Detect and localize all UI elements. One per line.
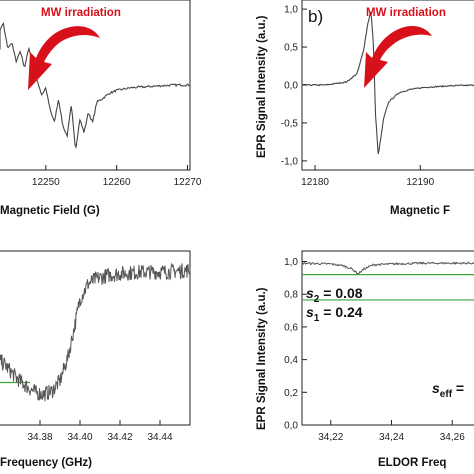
panel-c-x-tick-label: 34.42 <box>107 432 132 443</box>
panel-b-mw-label: MW irradiation <box>366 7 446 19</box>
panel-a-x-axis-label: Magnetic Field (G) <box>0 205 100 217</box>
panel-b: 12180 12190 1,0 0,5 0,0 -0,5 -1,0 b) MW irradi… <box>256 0 474 217</box>
panel-d-x-tick-label: 34,24 <box>379 432 404 443</box>
panel-c-x-axis-label: Frequency (GHz) <box>0 457 92 469</box>
panel-d-seff-subscript: eff <box>440 389 453 400</box>
panel-a-mw-label: MW irradiation <box>41 7 121 19</box>
panel-c-x-tick-label: 34.40 <box>67 432 92 443</box>
panel-b-mw-arrow-icon <box>364 25 432 88</box>
panel-b-y-tick-label: -0,5 <box>281 118 299 129</box>
panel-d-s1-value: = 0.24 <box>319 304 362 320</box>
panel-a-x-ticks: 12250 12260 12270 <box>32 165 202 188</box>
panel-a: 12250 12260 12270 Magnetic Field (G) MW ir… <box>0 0 202 217</box>
panel-d-series-line <box>301 261 474 275</box>
panel-d-y-tick-label: 0,0 <box>284 421 298 432</box>
panel-a-x-tick-label: 12270 <box>174 177 202 188</box>
panel-c-x-tick-label: 34.38 <box>27 432 52 443</box>
panel-c: 34.38 34.40 34.42 34.44 Frequency (GHz) <box>0 250 191 469</box>
panel-b-series-line <box>301 11 474 155</box>
panel-d-x-axis-label: ELDOR Freq <box>378 457 446 469</box>
panel-d-seff-label: seff = <box>432 380 464 400</box>
panel-d-y-tick-label: 0,6 <box>284 322 298 333</box>
panel-c-series-line <box>0 262 191 402</box>
panel-d-s2-label: s2 = 0.08 <box>306 285 363 305</box>
panel-d-s1-label: s1 = 0.24 <box>306 304 363 324</box>
panel-d-seff-symbol: s <box>432 380 440 396</box>
panel-d-s2-symbol: s <box>306 285 314 301</box>
panel-a-x-tick-label: 12250 <box>32 177 60 188</box>
panel-d-s1-symbol: s <box>306 304 314 320</box>
panel-b-ticks: 12180 12190 1,0 0,5 0,0 -0,5 -1,0 <box>281 5 435 188</box>
panel-d: 34,22 34,24 34,26 1,0 0,8 0,6 0,4 0,2 0,0 EPR Si… <box>256 250 474 469</box>
panel-b-y-tick-label: 0,5 <box>284 43 298 54</box>
panel-b-x-tick-label: 12190 <box>406 177 434 188</box>
panel-b-letter: b) <box>308 7 323 26</box>
panel-c-x-ticks: 34.38 34.40 34.42 34.44 <box>27 420 173 443</box>
panel-b-x-tick-label: 12180 <box>301 177 329 188</box>
panel-d-seff-value: = <box>452 380 464 396</box>
panel-d-s2-value: = 0.08 <box>319 285 362 301</box>
panel-c-x-tick-label: 34.44 <box>147 432 172 443</box>
panel-d-s1-subscript: 1 <box>314 313 320 324</box>
panel-a-series-line <box>0 22 191 149</box>
panel-d-y-tick-label: 0,8 <box>284 290 298 301</box>
panel-d-y-tick-label: 0,2 <box>284 388 298 399</box>
panel-d-y-axis-label: EPR Signal Intensity (a.u.) <box>256 287 268 430</box>
panel-d-x-tick-label: 34,22 <box>318 432 343 443</box>
panel-b-x-axis-label: Magnetic F <box>390 205 450 217</box>
panel-d-y-tick-label: 0,4 <box>284 355 298 366</box>
panel-c-frame <box>0 250 191 426</box>
panel-d-y-tick-label: 1,0 <box>284 257 298 268</box>
panel-a-mw-arrow-icon <box>28 26 100 90</box>
panel-b-y-tick-label: 1,0 <box>284 5 298 16</box>
panel-d-x-tick-label: 34,26 <box>440 432 465 443</box>
panel-b-y-tick-label: -1,0 <box>281 156 299 167</box>
panel-b-y-tick-label: 0,0 <box>284 81 298 92</box>
panel-a-x-tick-label: 12260 <box>103 177 131 188</box>
panel-b-y-axis-label: EPR Signal Intensity (a.u.) <box>256 15 268 158</box>
panel-d-ticks: 34,22 34,24 34,26 1,0 0,8 0,6 0,4 0,2 0,0 <box>284 257 465 443</box>
panel-d-s2-subscript: 2 <box>314 294 320 305</box>
